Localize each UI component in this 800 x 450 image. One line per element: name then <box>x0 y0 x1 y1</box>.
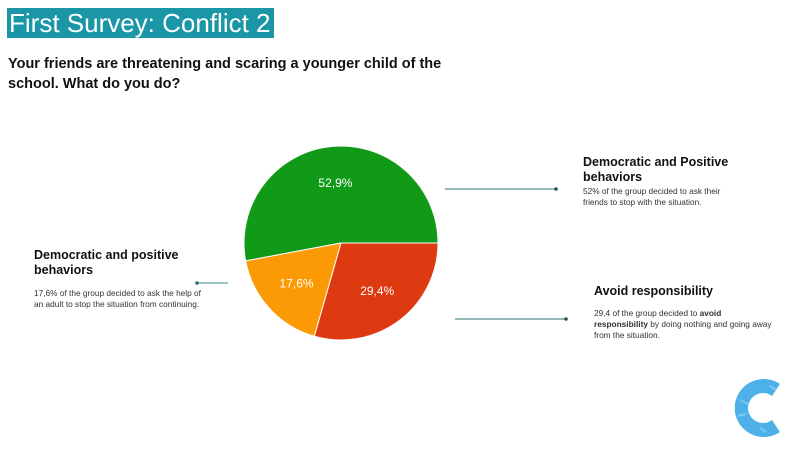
callout-text: 52% of the group decided to ask their fr… <box>583 186 721 207</box>
connector-dot-1 <box>554 187 558 191</box>
pie-label-0: 52,9% <box>318 176 352 190</box>
callout-heading: Avoid responsibility <box>594 284 714 298</box>
pie-slice-2 <box>313 242 439 341</box>
callout-text-before: 29,4 of the group decided to <box>594 308 700 318</box>
slide-title: First Survey: Conflict 2 <box>7 8 274 38</box>
callout-text-bold: avoid responsibility <box>594 308 722 329</box>
callout-heading: Democratic and Positive behaviors <box>583 155 729 184</box>
pie-slice-0 <box>243 145 439 262</box>
callout-democratic-adult: Democratic and positive behaviors 17,6% … <box>34 248 204 310</box>
callout-text-after: by doing nothing and going away from the… <box>594 319 772 340</box>
connector-dot-3 <box>564 317 568 321</box>
callout-heading: Democratic and positive behaviors <box>34 248 179 277</box>
logo-c-icon <box>734 379 780 437</box>
pie-slice-1 <box>245 242 342 337</box>
logo <box>734 379 780 437</box>
logo-texture <box>737 385 777 433</box>
callout-democratic-friends: Democratic and Positive behaviors 52% of… <box>583 155 743 208</box>
connector-dot-2 <box>195 281 199 285</box>
connector-lines <box>195 187 568 321</box>
callout-avoid-responsibility: Avoid responsibility 29,4 of the group d… <box>594 284 774 341</box>
survey-question: Your friends are threatening and scaring… <box>8 56 442 92</box>
callout-text: 17,6% of the group decided to ask the he… <box>34 288 201 309</box>
pie-label-2: 29,4% <box>360 284 394 298</box>
pie-label-1: 17,6% <box>280 277 314 291</box>
callout-text: 29,4 of the group decided to avoid respo… <box>594 308 774 341</box>
